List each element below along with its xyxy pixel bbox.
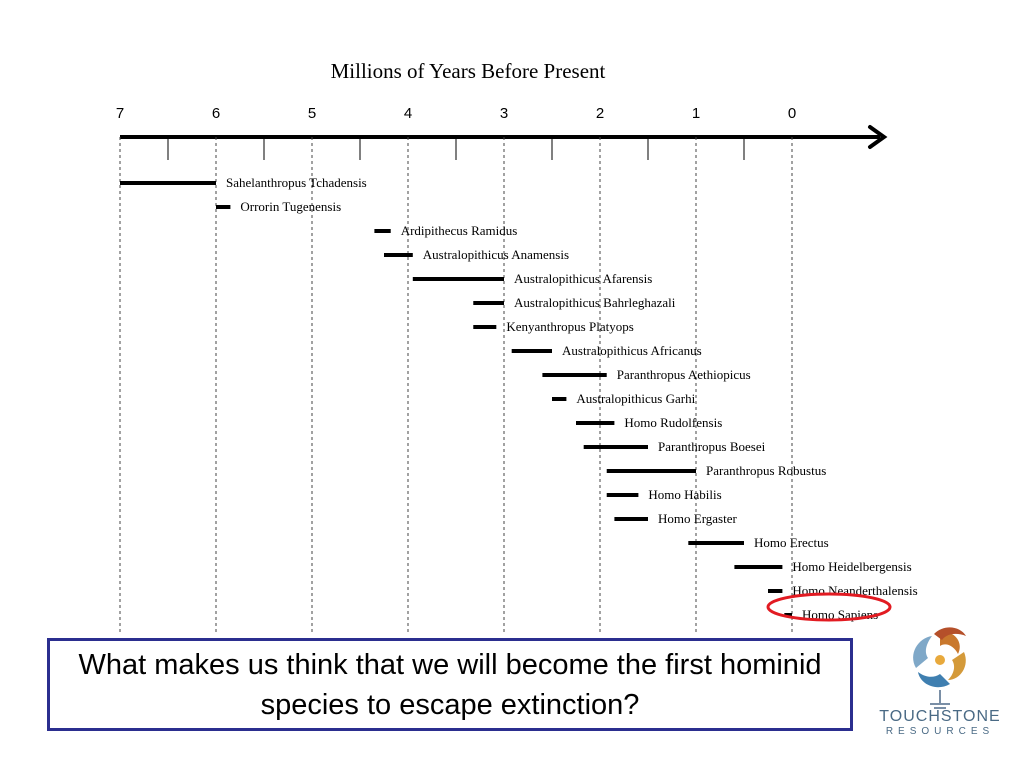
species-label: Ardipithecus Ramidus	[401, 223, 518, 238]
touchstone-logo: TOUCHSTONE RESOURCES	[870, 618, 1010, 743]
logo-subtitle: RESOURCES	[885, 726, 995, 737]
tick-label: 3	[500, 105, 508, 122]
tick-label: 5	[308, 105, 316, 122]
tick-label: 4	[404, 105, 412, 122]
species-label: Australopithicus Africanus	[562, 343, 702, 358]
species-label: Australopithicus Bahrleghazali	[514, 295, 676, 310]
tick-label: 2	[596, 105, 604, 122]
logo-wordmark: TOUCHSTONE	[879, 708, 1001, 725]
species-label: Kenyanthropus Platyops	[506, 319, 633, 334]
species-label: Australopithicus Anamensis	[423, 247, 569, 262]
species-label: Paranthropus Aethiopicus	[617, 367, 751, 382]
species-label: Paranthropus Robustus	[706, 463, 826, 478]
species-label: Homo Habilis	[648, 487, 721, 502]
species-label: Homo Erectus	[754, 535, 829, 550]
question-text: What makes us think that we will become …	[78, 648, 822, 721]
axis-arrowhead	[868, 125, 888, 149]
species-label: Paranthropus Boesei	[658, 439, 766, 454]
species-label: Homo Heidelbergensis	[792, 559, 911, 574]
axis-title: Millions of Years Before Present	[331, 59, 606, 83]
species-label: Australopithicus Garhi	[576, 391, 695, 406]
species-label: Orrorin Tugenensis	[240, 199, 341, 214]
species-label: Homo Rudolfensis	[624, 415, 722, 430]
swirl-logo-icon	[913, 627, 966, 709]
question-box: What makes us think that we will become …	[47, 638, 853, 731]
highlight-ellipse	[766, 592, 892, 622]
tick-label: 1	[692, 105, 700, 122]
tick-label: 7	[116, 105, 124, 122]
species-label: Sahelanthropus Tchadensis	[226, 175, 367, 190]
species-label: Homo Ergaster	[658, 511, 737, 526]
tick-label: 0	[788, 105, 796, 122]
tick-label: 6	[212, 105, 220, 122]
species-label: Australopithicus Afarensis	[514, 271, 652, 286]
